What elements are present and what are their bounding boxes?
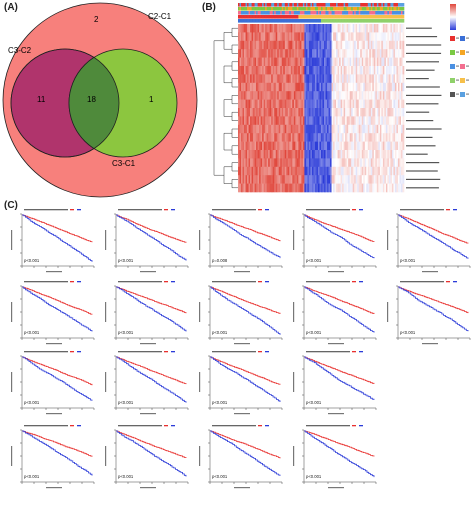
km-curve-high bbox=[304, 430, 375, 457]
km-pvalue: p<0.001 bbox=[24, 330, 40, 335]
km-curve-low bbox=[304, 286, 375, 333]
heatmap-legend bbox=[450, 4, 469, 97]
venn-overlap-region bbox=[68, 49, 119, 157]
km-curve-low bbox=[22, 430, 93, 476]
km-plot: p<0.001 bbox=[104, 208, 190, 283]
km-curve-low bbox=[304, 430, 375, 478]
km-curve-low bbox=[22, 286, 93, 332]
km-plot: p<0.001 bbox=[292, 208, 378, 283]
km-plot: p<0.001 bbox=[104, 280, 190, 355]
venn-overlap-count: 18 bbox=[87, 95, 96, 104]
km-curve-low bbox=[210, 214, 281, 259]
km-curve-high bbox=[304, 286, 375, 314]
km-curve-low bbox=[398, 286, 469, 332]
km-curve-low bbox=[116, 356, 187, 403]
km-curve-high bbox=[22, 214, 93, 243]
km-pvalue: p<0.001 bbox=[118, 400, 134, 405]
venn-right-only-count: 1 bbox=[149, 95, 154, 104]
km-pvalue: p<0.001 bbox=[24, 258, 40, 263]
km-curve-high bbox=[398, 286, 469, 314]
km-plot: p=0.008 bbox=[198, 208, 284, 283]
venn-bottom-label: C3-C1 bbox=[112, 159, 136, 168]
km-curve-low bbox=[210, 430, 281, 476]
km-curve-high bbox=[116, 286, 187, 314]
km-plot: p<0.001 bbox=[292, 350, 378, 425]
km-curve-high bbox=[210, 356, 281, 385]
km-pvalue: p<0.001 bbox=[118, 258, 134, 263]
heatmap-figure bbox=[213, 3, 469, 193]
km-pvalue: p<0.001 bbox=[24, 400, 40, 405]
km-plot: p<0.001 bbox=[386, 208, 472, 283]
heatmap-annotation-tracks bbox=[238, 3, 405, 23]
km-pvalue: p<0.001 bbox=[118, 474, 134, 479]
km-pvalue: p<0.001 bbox=[306, 474, 322, 479]
panel-label-b: (B) bbox=[202, 2, 216, 13]
km-plot: p<0.001 bbox=[10, 208, 96, 283]
venn-diagram: C2-C1 2 C3-C2 11 18 1 C3-C1 bbox=[2, 2, 198, 198]
panel-label-c: (C) bbox=[4, 200, 18, 211]
heatmap-row-labels bbox=[406, 27, 442, 189]
km-plot: p<0.001 bbox=[292, 280, 378, 355]
km-curve-high bbox=[304, 214, 375, 242]
km-plot: p<0.001 bbox=[198, 350, 284, 425]
km-curve-low bbox=[116, 430, 187, 477]
km-pvalue: p<0.001 bbox=[400, 330, 416, 335]
km-curve-high bbox=[210, 430, 281, 459]
km-pvalue: p<0.001 bbox=[24, 474, 40, 479]
km-plot: p<0.001 bbox=[104, 350, 190, 425]
km-curve-high bbox=[116, 214, 187, 243]
panel-b-heatmap: (B) bbox=[198, 0, 474, 200]
km-plot: p<0.001 bbox=[10, 350, 96, 425]
venn-outer-label: C2-C1 bbox=[148, 12, 172, 21]
km-curve-high bbox=[22, 356, 93, 386]
km-plot: p<0.001 bbox=[10, 424, 96, 499]
km-curve-low bbox=[210, 286, 281, 335]
km-pvalue: p<0.001 bbox=[118, 330, 134, 335]
km-pvalue: p<0.001 bbox=[306, 258, 322, 263]
km-plot: p<0.001 bbox=[198, 280, 284, 355]
km-curve-low bbox=[304, 214, 375, 259]
km-curve-low bbox=[22, 356, 93, 401]
km-curve-high bbox=[22, 286, 93, 315]
km-pvalue: p<0.001 bbox=[400, 258, 416, 263]
venn-left-only-count: 11 bbox=[37, 95, 46, 104]
panel-label-a: (A) bbox=[4, 2, 18, 13]
km-curve-high bbox=[116, 430, 187, 458]
heatmap-matrix bbox=[238, 24, 405, 193]
km-curve-high bbox=[22, 430, 93, 457]
km-curve-high bbox=[304, 356, 375, 384]
km-pvalue: p<0.001 bbox=[306, 400, 322, 405]
km-curve-high bbox=[116, 356, 187, 385]
km-curve-high bbox=[210, 214, 281, 242]
km-pvalue: p<0.001 bbox=[212, 474, 228, 479]
km-plot: p<0.001 bbox=[104, 424, 190, 499]
km-curve-low bbox=[304, 356, 375, 400]
km-curve-low bbox=[116, 286, 187, 332]
km-curve-low bbox=[22, 214, 93, 262]
venn-left-label: C3-C2 bbox=[8, 46, 32, 55]
km-curve-high bbox=[210, 286, 281, 314]
km-curve-low bbox=[210, 356, 281, 402]
km-curve-high bbox=[398, 214, 469, 244]
km-curve-low bbox=[398, 214, 469, 259]
km-pvalue: p=0.008 bbox=[212, 258, 228, 263]
km-plot: p<0.001 bbox=[198, 424, 284, 499]
km-plot: p<0.001 bbox=[292, 424, 378, 499]
km-plot: p<0.001 bbox=[386, 280, 472, 355]
panel-c-survival-curves: (C) p<0.001 p<0.001 p=0.008 p<0.001 p<0.001 p… bbox=[0, 200, 474, 517]
km-pvalue: p<0.001 bbox=[212, 330, 228, 335]
km-pvalue: p<0.001 bbox=[306, 330, 322, 335]
venn-outer-count: 2 bbox=[94, 15, 99, 24]
km-pvalue: p<0.001 bbox=[212, 400, 228, 405]
km-curve-low bbox=[116, 214, 187, 261]
km-plot: p<0.001 bbox=[10, 280, 96, 355]
panel-a-venn: (A) C2-C1 2 C3-C2 11 18 1 C3-C1 bbox=[0, 0, 216, 200]
heatmap-row-dendrogram bbox=[213, 27, 238, 189]
